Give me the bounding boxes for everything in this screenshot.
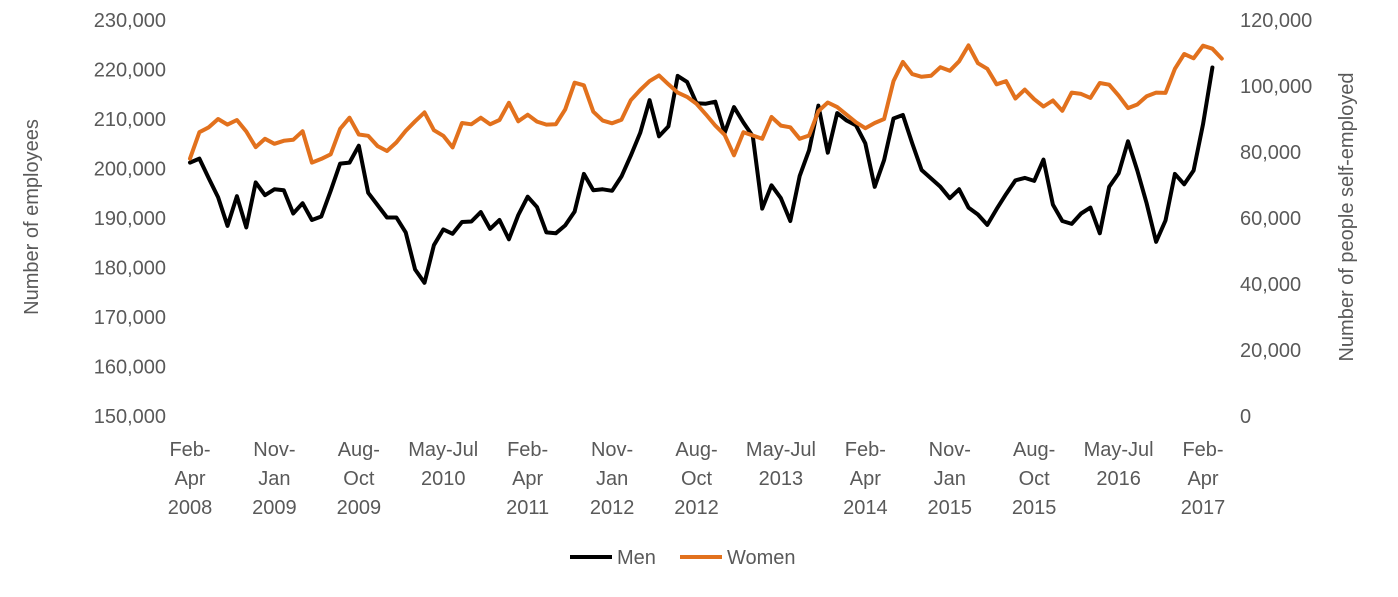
x-tick-label: Feb-Apr 2014 [843, 439, 888, 519]
right-y-tick-label: 0 [1240, 406, 1251, 428]
left-y-axis-title: Number of employees [21, 119, 43, 315]
x-tick-label: Feb-Apr 2011 [506, 439, 549, 519]
x-tick-label: Feb-Apr 2017 [1181, 439, 1226, 519]
left-y-tick-label: 150,000 [94, 406, 166, 428]
left-y-tick-label: 230,000 [94, 10, 166, 32]
right-y-axis-title: Number of people self-employed [1336, 72, 1358, 361]
x-tick-label: Nov-Jan 2015 [928, 439, 973, 519]
left-y-tick-label: 180,000 [94, 258, 166, 280]
right-y-tick-label: 120,000 [1240, 10, 1312, 32]
right-y-tick-label: 80,000 [1240, 142, 1301, 164]
x-tick-label: May-Jul 2013 [746, 439, 816, 490]
x-tick-label: Aug-Oct 2012 [674, 439, 719, 519]
left-y-tick-label: 170,000 [94, 307, 166, 329]
x-axis: Feb-Apr 2008 Nov-Jan 2009 Aug-Oct 2009 May-Jul… [168, 439, 1226, 519]
x-tick-label: Nov-Jan 2012 [590, 439, 635, 519]
x-tick-label: May-Jul 2010 [408, 439, 478, 490]
left-y-tick-label: 210,000 [94, 109, 166, 131]
right-y-tick-label: 20,000 [1240, 340, 1301, 362]
x-tick-label: Feb-Apr 2008 [168, 439, 213, 519]
right-y-tick-label: 60,000 [1240, 208, 1301, 230]
series-line-men [188, 65, 1215, 285]
right-y-axis: 0 20,000 40,000 60,000 80,000 100,000 120,000 [1240, 10, 1312, 428]
left-y-tick-label: 160,000 [94, 357, 166, 379]
x-tick-label: Nov-Jan 2009 [252, 439, 297, 519]
left-y-axis: 150,000 160,000 170,000 180,000 190,000 200,0… [94, 10, 166, 428]
x-tick-label: Aug-Oct 2015 [1012, 439, 1057, 519]
plot-area [188, 43, 1224, 285]
left-y-tick-label: 220,000 [94, 60, 166, 82]
left-y-tick-label: 200,000 [94, 159, 166, 181]
legend: Men Women [570, 547, 796, 569]
legend-label-women: Women [727, 547, 796, 569]
x-tick-label: May-Jul 2016 [1084, 439, 1154, 490]
series-line-women [188, 43, 1224, 165]
right-y-tick-label: 100,000 [1240, 76, 1312, 98]
left-y-tick-label: 190,000 [94, 208, 166, 230]
legend-label-men: Men [617, 547, 656, 569]
right-y-tick-label: 40,000 [1240, 274, 1301, 296]
x-tick-label: Aug-Oct 2009 [337, 439, 382, 519]
